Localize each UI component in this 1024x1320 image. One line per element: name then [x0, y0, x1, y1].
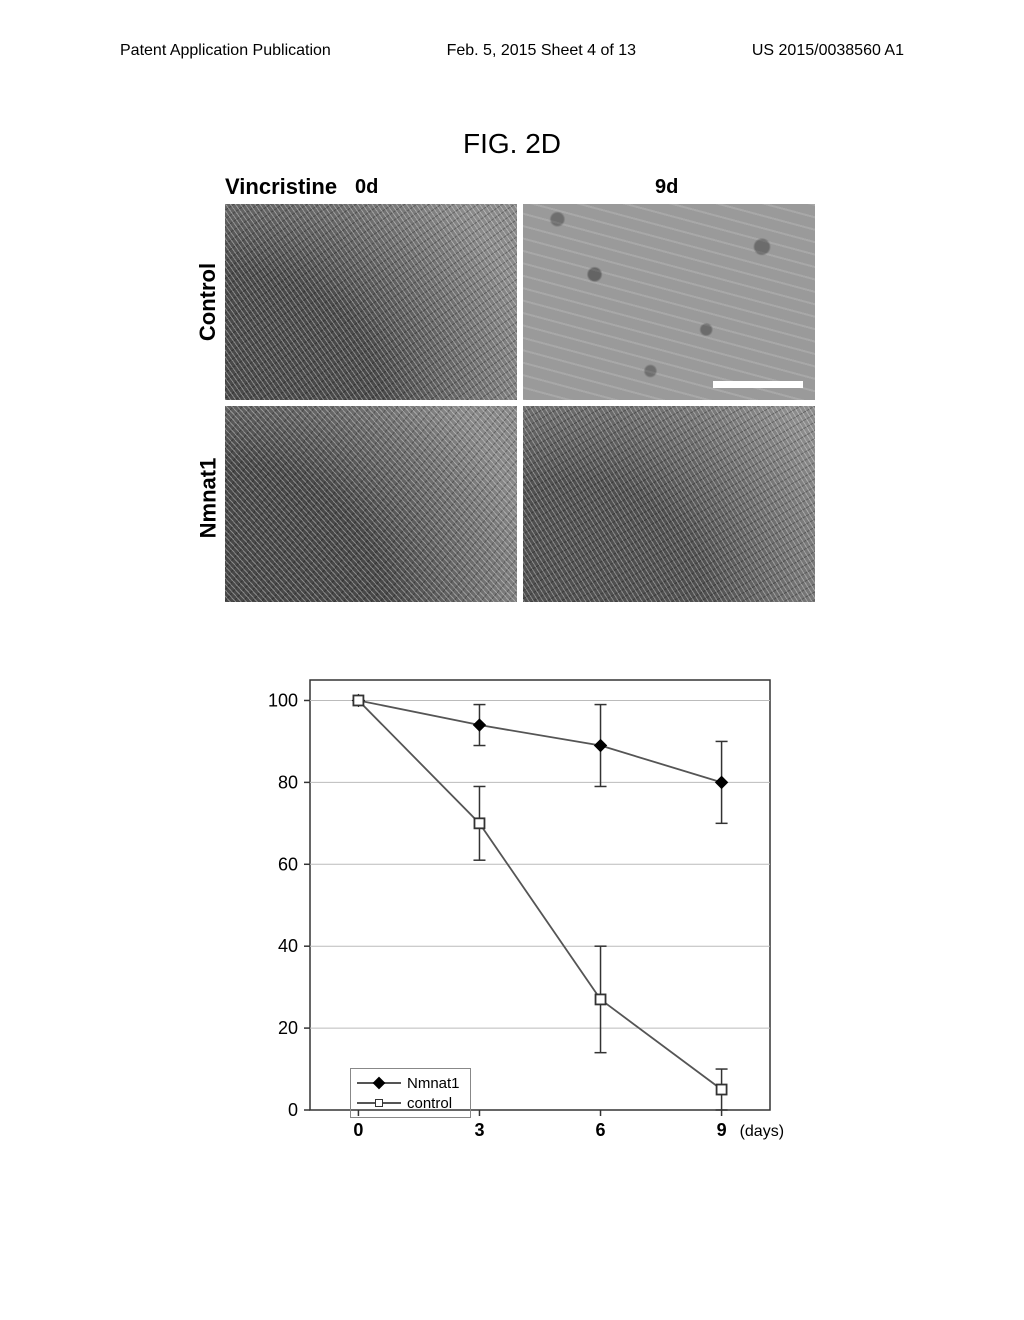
legend-marker-control — [357, 1102, 401, 1104]
svg-text:100: 100 — [268, 690, 298, 710]
svg-text:6: 6 — [596, 1120, 606, 1140]
treatment-label: Vincristine — [225, 174, 337, 200]
row-label-nmnat1-text: Nmnat1 — [195, 458, 221, 539]
micrograph-nmnat1-9d — [523, 406, 815, 602]
legend-label-control: control — [407, 1095, 452, 1112]
header-right: US 2015/0038560 A1 — [752, 42, 904, 60]
svg-text:20: 20 — [278, 1018, 298, 1038]
svg-text:9: 9 — [717, 1120, 727, 1140]
chart-legend: Nmnat1 control — [350, 1068, 471, 1118]
row-label-nmnat1: Nmnat1 — [195, 400, 221, 596]
chart-svg: 0 20 40 60 80 100 0 3 6 9 (days) — [240, 660, 800, 1160]
scalebar — [713, 381, 803, 388]
svg-text:3: 3 — [474, 1120, 484, 1140]
micrograph-top-labels: Vincristine 0d 9d — [195, 174, 815, 202]
micrograph-row-labels: Control Nmnat1 — [195, 204, 221, 602]
svg-text:(days): (days) — [740, 1123, 784, 1140]
header-left: Patent Application Publication — [120, 42, 331, 60]
patent-header: Patent Application Publication Feb. 5, 2… — [0, 42, 1024, 60]
svg-text:0: 0 — [288, 1100, 298, 1120]
svg-text:60: 60 — [278, 854, 298, 874]
svg-text:40: 40 — [278, 936, 298, 956]
micrograph-nmnat1-0d — [225, 406, 517, 602]
micrograph-panel: Vincristine 0d 9d Control Nmnat1 — [195, 174, 815, 602]
svg-text:80: 80 — [278, 772, 298, 792]
legend-row-control: control — [357, 1093, 460, 1113]
row-label-control-text: Control — [195, 263, 221, 341]
legend-label-nmnat1: Nmnat1 — [407, 1075, 460, 1092]
micrograph-control-9d — [523, 204, 815, 400]
micrograph-control-0d — [225, 204, 517, 400]
time-label-0: 0d — [355, 176, 378, 199]
legend-marker-nmnat1 — [357, 1082, 401, 1084]
header-center: Feb. 5, 2015 Sheet 4 of 13 — [447, 42, 636, 60]
micrograph-grid — [225, 204, 815, 602]
svg-text:0: 0 — [353, 1120, 363, 1140]
legend-row-nmnat1: Nmnat1 — [357, 1073, 460, 1093]
figure-title: FIG. 2D — [463, 128, 561, 160]
time-label-1: 9d — [655, 176, 678, 199]
line-chart: 0 20 40 60 80 100 0 3 6 9 (days) Nmnat1 control — [240, 660, 800, 1160]
row-label-control: Control — [195, 204, 221, 400]
